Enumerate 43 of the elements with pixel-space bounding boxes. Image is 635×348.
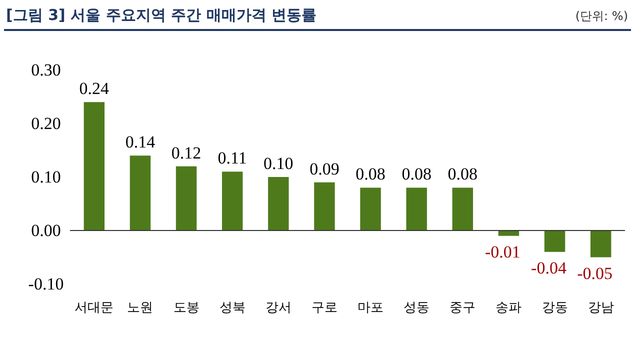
x-tick-label: 도봉 [173, 300, 200, 316]
bar [590, 230, 612, 258]
data-label: -0.05 [577, 264, 613, 283]
x-tick-label: 성동 [404, 300, 430, 316]
y-tick-label: 0.10 [31, 168, 61, 186]
bar [268, 177, 289, 230]
chart-subtitle: (단위: %) [575, 9, 628, 23]
x-tick-label: 강남 [588, 300, 614, 316]
x-tick-label: 노원 [127, 300, 154, 316]
chart-title: [그림 3] 서울 주요지역 주간 매매가격 변동률 [6, 6, 316, 24]
y-tick-label: 0.20 [31, 114, 61, 133]
data-label: 0.10 [264, 154, 294, 173]
bar [314, 182, 335, 230]
data-label: -0.04 [531, 258, 567, 278]
x-tick-label: 강동 [542, 300, 568, 316]
bar [360, 188, 381, 230]
data-label: 0.08 [402, 164, 432, 184]
x-tick-label: 송파 [496, 300, 522, 316]
y-tick-label: -0.10 [28, 274, 64, 294]
x-tick-label: 중구 [450, 300, 476, 316]
bar [222, 172, 243, 230]
data-label: 0.11 [218, 148, 247, 168]
bar [130, 156, 151, 230]
bar [544, 230, 566, 252]
data-label: -0.01 [484, 242, 520, 262]
data-label: 0.08 [448, 164, 478, 184]
x-tick-label: 구로 [311, 300, 338, 316]
bar [406, 188, 427, 230]
data-label: 0.08 [356, 164, 386, 184]
data-label: 0.12 [171, 143, 202, 162]
y-tick-label: 0.30 [31, 60, 61, 80]
x-tick-label: 성북 [219, 300, 246, 316]
x-tick-label: 서대문 [74, 300, 114, 316]
x-tick-label: 강서 [265, 300, 292, 316]
bar [452, 188, 474, 230]
x-tick-label: 마포 [358, 300, 384, 316]
bar [84, 102, 105, 230]
data-label: 0.14 [125, 132, 156, 152]
data-label: 0.09 [310, 159, 340, 178]
y-tick-label: 0.00 [31, 221, 61, 240]
data-label: 0.24 [79, 79, 110, 98]
bar [498, 230, 520, 236]
bar [176, 166, 197, 230]
